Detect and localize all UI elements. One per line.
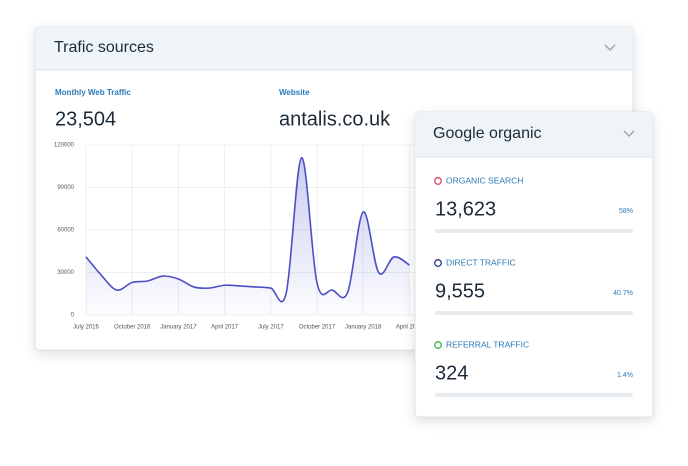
card-title: Google organic <box>433 125 542 142</box>
item-label: REFERRAL TRAFFIC <box>446 339 529 349</box>
y-tick-label: 60000 <box>57 228 74 234</box>
x-tick-label: January 2018 <box>345 325 382 331</box>
item-label: ORGANIC SEARCH <box>446 175 523 185</box>
card-header <box>35 27 633 70</box>
line <box>85 156 410 303</box>
y-tick-label: 120000 <box>54 143 75 149</box>
progress-track <box>435 393 633 397</box>
card-header <box>415 112 653 157</box>
item-value: 324 <box>435 362 468 384</box>
item-value: 13,623 <box>435 198 496 220</box>
stat-label: Website <box>279 88 310 97</box>
chevron[interactable] <box>604 44 616 52</box>
x-tick-label: October 2017 <box>299 325 336 331</box>
stat-value: antalis.co.uk <box>279 108 391 130</box>
x-tick-label: July 2017 <box>258 325 284 331</box>
x-tick-label: April 2017 <box>211 325 239 331</box>
area <box>86 157 410 315</box>
stat-label: Monthly Web Traffic <box>55 88 131 97</box>
x-tick-label: October 2016 <box>114 325 151 331</box>
y-tick-label: 30000 <box>57 270 74 276</box>
item-list: ORGANIC SEARCH 13,623 58% DIRECT TRAFFIC 9,5… <box>434 175 633 397</box>
status-dot <box>434 341 442 349</box>
status-dot <box>434 177 442 185</box>
x-tick-label: January 2017 <box>160 325 197 331</box>
chevron[interactable] <box>623 130 635 138</box>
y-tick-label: 0 <box>71 313 75 319</box>
organic-card: Google organic ORGANIC SEARCH 13,623 58% DI… <box>414 111 654 418</box>
item-percent: 58% <box>619 208 633 215</box>
progress-track <box>435 229 633 233</box>
item-label: DIRECT TRAFFIC <box>446 257 516 267</box>
item-percent: 40.7% <box>613 290 633 297</box>
progress-track <box>435 311 633 315</box>
stat-value: 23,504 <box>55 108 116 130</box>
x-tick-label: July 2016 <box>73 325 99 331</box>
y-tick-label: 90000 <box>57 185 74 191</box>
item-value: 9,555 <box>435 280 485 302</box>
item-percent: 1.4% <box>617 372 633 379</box>
status-dot <box>434 259 442 267</box>
card-title: Trafic sources <box>54 39 154 56</box>
x-tick-label: April 2018 <box>396 325 424 331</box>
